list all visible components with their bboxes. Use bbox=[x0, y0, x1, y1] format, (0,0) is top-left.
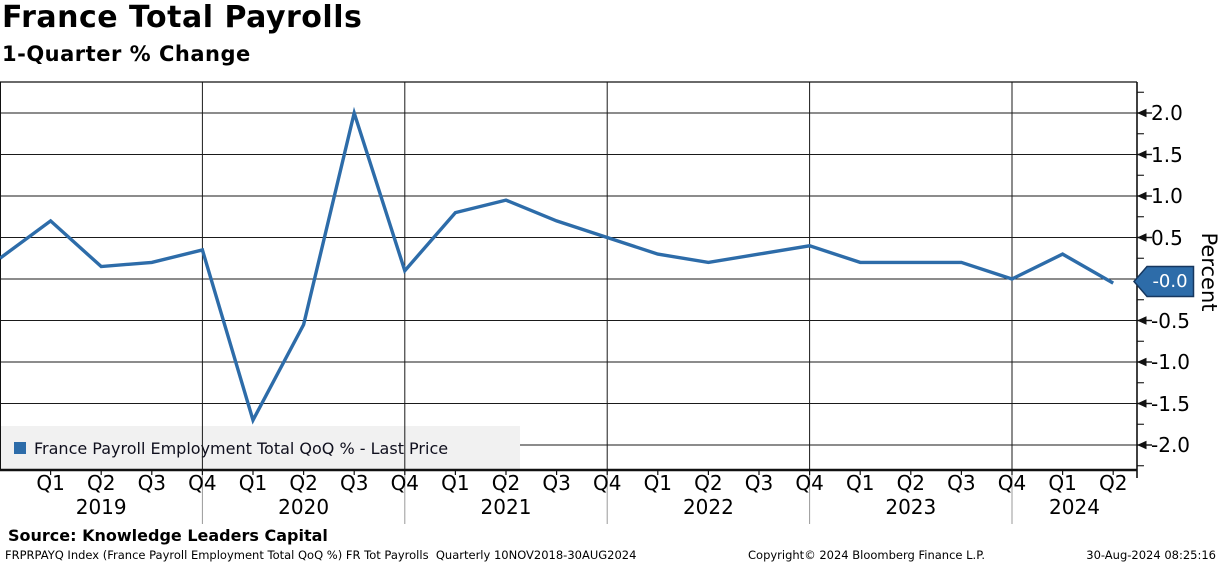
series-line bbox=[0, 106, 1115, 425]
footer-timestamp: 30-Aug-2024 08:25:16 bbox=[1086, 548, 1216, 562]
page-title: France Total Payrolls bbox=[2, 0, 363, 35]
x-tick-label: Q1 bbox=[643, 471, 673, 495]
x-tick-label: Q1 bbox=[845, 471, 875, 495]
y-axis-title: Percent bbox=[1197, 232, 1221, 312]
y-tick-label: 1.5 bbox=[1151, 142, 1183, 167]
y-tick-label: 2.0 bbox=[1151, 101, 1183, 125]
last-price-tag: -0.0 bbox=[1152, 271, 1188, 292]
legend-swatch-icon bbox=[14, 442, 26, 454]
x-tick-label: Q4 bbox=[997, 471, 1027, 495]
legend: France Payroll Employment Total QoQ % - … bbox=[1, 426, 520, 470]
x-tick-label: Q4 bbox=[188, 471, 217, 495]
y-tick-label: -0.5 bbox=[1151, 308, 1191, 333]
x-tick-label: Q4 bbox=[795, 471, 824, 495]
footer-ticker-info: FRPRPAYQ Index (France Payroll Employmen… bbox=[5, 548, 637, 562]
x-tick-label: Q4 bbox=[390, 471, 420, 495]
x-year-label: 2024 bbox=[1049, 495, 1100, 519]
x-tick-label: Q4 bbox=[592, 471, 622, 495]
y-tick-label: -1.0 bbox=[1151, 350, 1191, 374]
page-subtitle: 1-Quarter % Change bbox=[2, 42, 251, 66]
x-year-label: 2023 bbox=[885, 495, 937, 519]
y-tick-label: -2.0 bbox=[1151, 433, 1191, 457]
x-tick-label: Q2 bbox=[491, 471, 521, 495]
x-tick-label: Q2 bbox=[896, 471, 926, 495]
x-tick-label: Q2 bbox=[1098, 471, 1128, 495]
x-year-label: 2020 bbox=[278, 495, 330, 519]
x-tick-label: Q3 bbox=[947, 471, 976, 495]
x-year-label: 2021 bbox=[480, 495, 532, 519]
x-tick-label: Q1 bbox=[238, 471, 268, 495]
x-tick-label: Q3 bbox=[339, 471, 369, 495]
x-year-label: 2022 bbox=[682, 495, 734, 519]
y-tick-label: -1.5 bbox=[1151, 391, 1191, 416]
x-tick-label: Q1 bbox=[36, 471, 65, 495]
x-tick-label: Q2 bbox=[694, 471, 723, 495]
x-tick-label: Q3 bbox=[744, 471, 774, 495]
x-tick-label: Q3 bbox=[137, 471, 167, 495]
x-tick-label: Q3 bbox=[542, 471, 571, 495]
y-tick-label: 0.5 bbox=[1151, 225, 1183, 250]
x-tick-label: Q1 bbox=[1048, 471, 1077, 495]
x-tick-label: Q1 bbox=[441, 471, 470, 495]
legend-label: France Payroll Employment Total QoQ % - … bbox=[34, 438, 449, 458]
x-tick-label: Q2 bbox=[289, 471, 318, 495]
footer-copyright: Copyright© 2024 Bloomberg Finance L.P. bbox=[748, 548, 985, 562]
y-tick-label: 1.0 bbox=[1151, 184, 1183, 208]
x-year-label: 2019 bbox=[75, 495, 127, 519]
x-tick-label: Q2 bbox=[86, 471, 116, 495]
source-line: Source: Knowledge Leaders Capital bbox=[8, 526, 328, 545]
